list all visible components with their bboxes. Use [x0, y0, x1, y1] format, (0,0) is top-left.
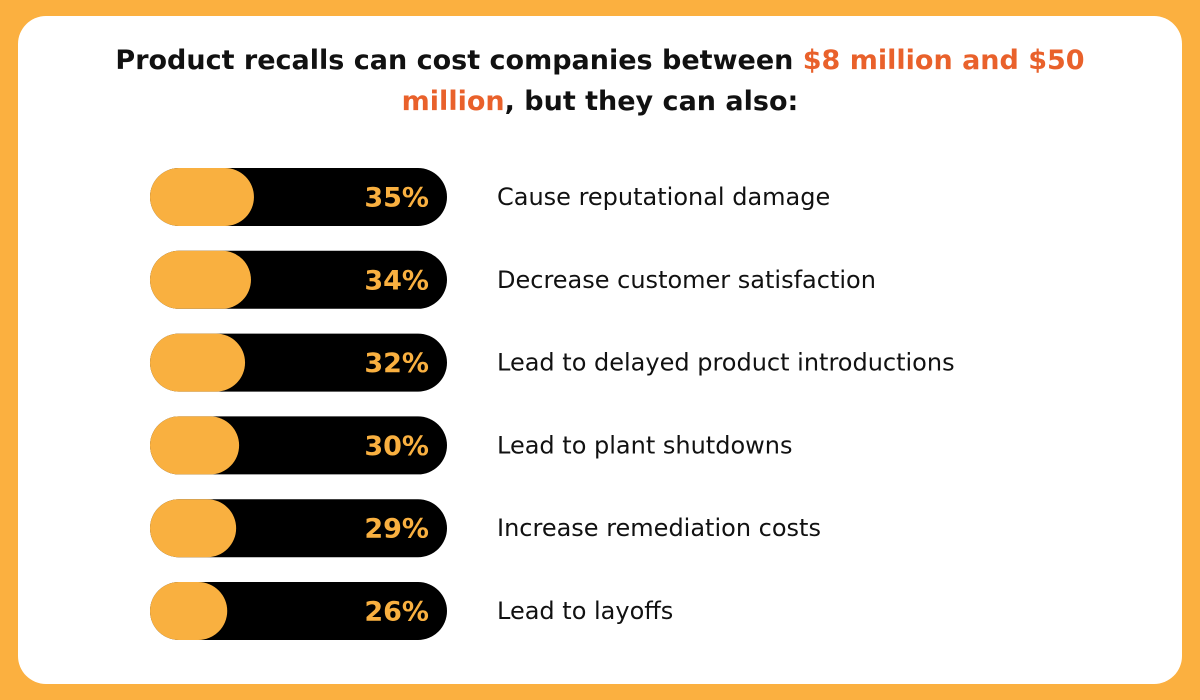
bar-track: [150, 582, 447, 640]
bar: [150, 499, 237, 558]
title-text: , but they can also:: [504, 86, 799, 117]
bar: [150, 250, 251, 309]
value-label: 29%: [364, 514, 429, 545]
bar: [150, 168, 254, 226]
bar: [150, 333, 246, 392]
value-label: 30%: [364, 431, 429, 462]
bar: [150, 582, 228, 640]
title-text: Product recalls can cost companies betwe…: [115, 45, 803, 76]
bar: [150, 416, 240, 475]
value-label: 32%: [364, 348, 429, 379]
value-label: 26%: [364, 597, 429, 628]
category-label: Increase remediation costs: [497, 514, 821, 542]
chart-title: Product recalls can cost companies betwe…: [70, 40, 1130, 122]
category-label: Decrease customer satisfaction: [497, 266, 876, 294]
category-label: Lead to delayed product introductions: [497, 349, 955, 377]
category-label: Lead to plant shutdowns: [497, 431, 792, 459]
value-label: 34%: [364, 265, 429, 296]
title-highlight: $8 million and $50 million: [401, 45, 1085, 117]
value-label: 35%: [364, 183, 429, 214]
category-label: Lead to layoffs: [497, 597, 673, 625]
category-label: Cause reputational damage: [497, 183, 830, 211]
